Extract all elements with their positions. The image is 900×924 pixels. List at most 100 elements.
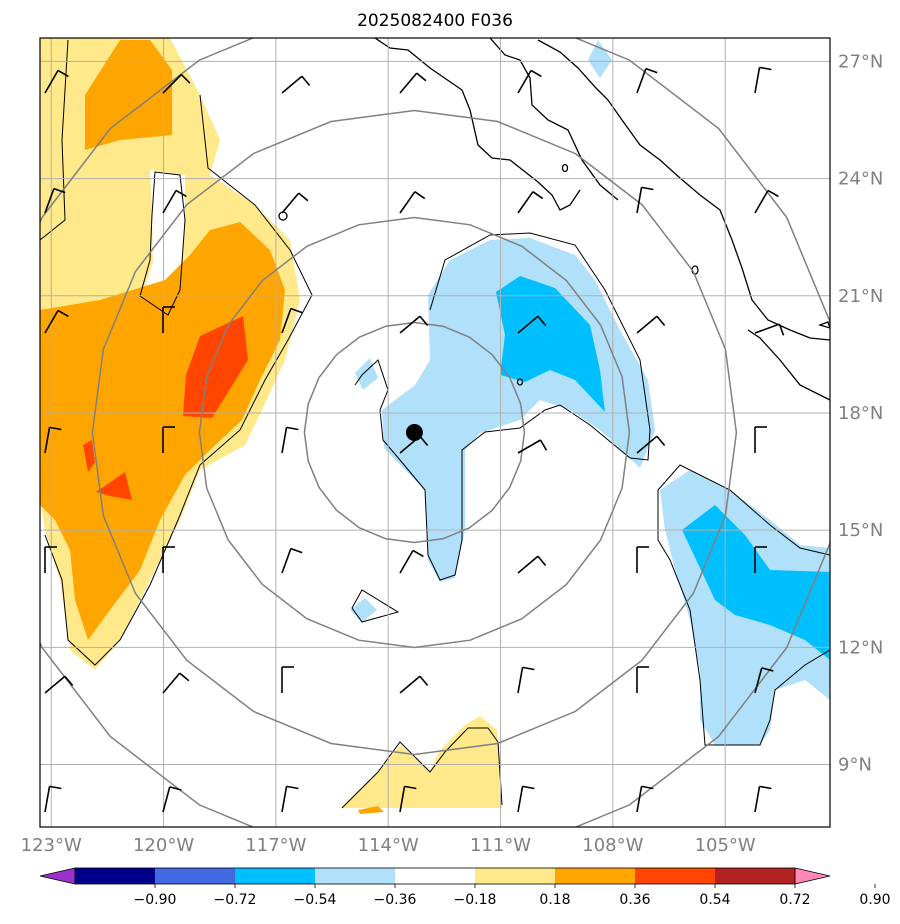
wind-barb-flag bbox=[761, 667, 774, 672]
wind-barb-staff bbox=[162, 672, 181, 694]
wind-barb-staff bbox=[281, 192, 300, 214]
wind-barb bbox=[517, 666, 535, 694]
negative-speck-3 bbox=[588, 40, 612, 78]
chart-title: 2025082400 F036 bbox=[357, 11, 513, 31]
wind-barb-flag bbox=[286, 785, 299, 790]
wind-barb-staff bbox=[162, 74, 182, 94]
wind-barb-flag bbox=[57, 69, 69, 78]
colorbar-segment bbox=[475, 868, 556, 884]
wind-barb-staff bbox=[44, 70, 59, 94]
colorbar-segment bbox=[715, 868, 796, 884]
lat-tick-label: 27°N bbox=[838, 51, 883, 72]
red-speck-2 bbox=[96, 472, 132, 500]
contour-lines bbox=[40, 39, 830, 809]
wind-barb-flag bbox=[49, 426, 62, 431]
wind-barb-staff bbox=[754, 667, 763, 694]
wind-barb-staff bbox=[399, 786, 406, 813]
wind-barb-flag bbox=[53, 187, 66, 194]
contour-line-central bbox=[354, 232, 651, 581]
wind-barb bbox=[162, 189, 187, 214]
negative-core-central bbox=[496, 276, 605, 412]
wind-barb-staff bbox=[44, 675, 66, 694]
wind-barb-staff bbox=[517, 70, 532, 94]
wind-barb-flag bbox=[414, 191, 426, 200]
baja-coastline bbox=[374, 38, 619, 211]
colorbar: −0.90 −0.72 −0.54 −0.36 −0.18 0.18 0.36 0.54 0.7… bbox=[39, 867, 891, 908]
wind-barb-flag bbox=[290, 547, 303, 554]
wind-barb bbox=[281, 547, 303, 574]
colorbar-segment bbox=[555, 868, 636, 884]
wind-barb bbox=[162, 306, 175, 333]
colorbar-tick-label: 0.18 bbox=[539, 892, 570, 908]
wind-barb-flag bbox=[539, 439, 548, 451]
wind-barb bbox=[517, 191, 544, 214]
wind-barb bbox=[636, 546, 649, 573]
colorbar-tick-label: 0.54 bbox=[699, 892, 730, 908]
wind-barb-staff bbox=[281, 786, 288, 813]
red-core-west bbox=[183, 316, 248, 418]
colorbar-tick-label: −0.18 bbox=[454, 892, 497, 908]
wind-barb-flag bbox=[57, 309, 69, 318]
lon-tick-label: 120°W bbox=[133, 835, 194, 856]
wind-barb bbox=[44, 546, 57, 573]
wind-barb bbox=[517, 315, 547, 334]
wind-barb-flag bbox=[180, 74, 191, 84]
wind-barb-flag bbox=[404, 785, 417, 790]
wind-barb-flag bbox=[419, 315, 429, 326]
wind-barb-staff bbox=[399, 550, 414, 574]
orange-region-northwest bbox=[85, 40, 172, 150]
wind-barb-staff bbox=[399, 72, 418, 94]
colorbar-segment bbox=[155, 868, 236, 884]
wind-barb bbox=[281, 666, 294, 693]
wind-barb-flag bbox=[641, 186, 654, 191]
wind-barb-flag bbox=[532, 191, 544, 200]
wind-barb-staff bbox=[517, 786, 524, 813]
wind-barbs bbox=[44, 66, 785, 813]
negative-core-east bbox=[682, 505, 830, 660]
wind-barb bbox=[636, 67, 658, 94]
wind-barb-staff bbox=[44, 427, 51, 454]
wind-barb bbox=[281, 192, 309, 214]
wind-barb-flag bbox=[179, 672, 190, 682]
contour-line-west bbox=[40, 39, 313, 666]
wind-barb bbox=[517, 785, 535, 813]
wind-barb-staff bbox=[754, 190, 769, 214]
map-content bbox=[40, 38, 830, 827]
island-marker-5 bbox=[817, 321, 830, 329]
colorbar-segment bbox=[235, 868, 316, 884]
wind-barb-staff bbox=[636, 187, 643, 214]
wind-barb bbox=[44, 675, 74, 694]
wind-barb-staff bbox=[636, 315, 658, 334]
wind-barb-staff bbox=[281, 427, 288, 454]
lat-tick-label: 18°N bbox=[838, 403, 883, 424]
lat-tick-label: 12°N bbox=[838, 637, 883, 658]
wind-barb-staff bbox=[44, 310, 59, 334]
wind-barb-flag bbox=[537, 555, 547, 566]
wind-barb-flag bbox=[530, 69, 542, 78]
wind-barb bbox=[636, 315, 666, 334]
colorbar-frame bbox=[74, 867, 796, 885]
wind-barb-staff bbox=[281, 548, 292, 574]
wind-barb-staff bbox=[281, 75, 303, 94]
wind-barb bbox=[399, 675, 429, 694]
wind-barb bbox=[162, 74, 191, 94]
wind-barb bbox=[517, 555, 547, 574]
contour-line-south bbox=[341, 727, 503, 809]
wind-barb-staff bbox=[517, 439, 541, 454]
lon-tick-label: 123°W bbox=[21, 835, 82, 856]
wind-barb-staff bbox=[636, 68, 647, 94]
wind-barb-staff bbox=[162, 190, 177, 214]
negative-speck-2 bbox=[350, 598, 377, 622]
positive-region-south bbox=[340, 716, 502, 808]
wind-barb-flag bbox=[759, 785, 772, 790]
wind-barb-flag bbox=[175, 189, 187, 198]
wind-barb bbox=[44, 187, 66, 214]
wind-barb bbox=[44, 426, 62, 454]
map-frame bbox=[39, 37, 831, 828]
contour-line-east bbox=[657, 464, 830, 746]
lon-tick-label: 111°W bbox=[470, 835, 531, 856]
wind-barb-staff bbox=[162, 786, 171, 813]
colorbar-extend-high bbox=[794, 867, 831, 885]
colorbar-tick-label: 0.72 bbox=[779, 892, 810, 908]
